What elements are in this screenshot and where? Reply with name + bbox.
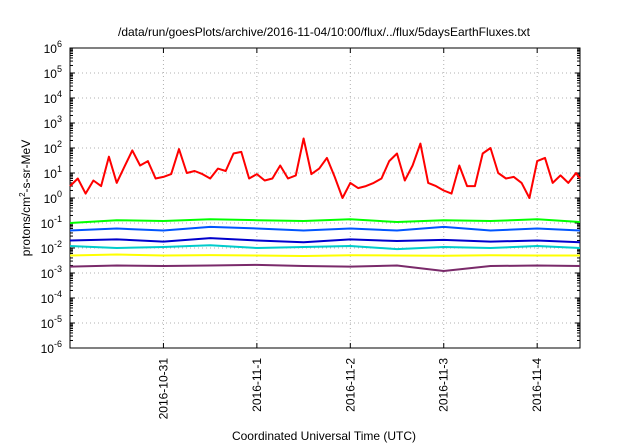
y-axis: 10-610-510-410-310-210-11001011021031041…	[41, 39, 580, 356]
y-tick-label: 10-2	[41, 239, 62, 256]
y-tick-label: 103	[44, 114, 62, 131]
chart-title: /data/run/goesPlots/archive/2016-11-04/1…	[118, 25, 531, 39]
y-tick-label-base: 10	[41, 217, 55, 231]
y-tick-label-base: 10	[44, 92, 58, 106]
y-tick-label-base: 10	[44, 142, 58, 156]
y-tick-label-base: 10	[41, 342, 55, 356]
y-axis-label: protons/cm2-s-sr-MeV	[18, 140, 33, 256]
y-tick-label-base: 10	[44, 167, 58, 181]
y-tick-label: 104	[44, 89, 62, 106]
x-axis-label: Coordinated Universal Time (UTC)	[232, 429, 416, 443]
series-line-0	[69, 137, 581, 199]
y-tick-label-exponent: 2	[57, 139, 62, 149]
y-tick-label: 105	[44, 64, 62, 81]
y-tick-label: 10-3	[41, 264, 62, 281]
y-axis-label-exponent: 2	[18, 192, 27, 197]
x-tick-label: 2016-11-2	[343, 358, 357, 412]
y-tick-label-base: 10	[41, 242, 55, 256]
y-tick-label: 106	[44, 39, 62, 56]
y-tick-label-base: 10	[44, 192, 58, 206]
grid-lines	[70, 48, 580, 348]
y-tick-label-exponent: 1	[57, 164, 62, 174]
y-tick-label-exponent: 5	[57, 64, 62, 74]
series-line-5	[69, 253, 580, 257]
series-line-4	[69, 244, 581, 251]
y-tick-label: 10-4	[41, 289, 62, 306]
y-tick-label-exponent: 3	[57, 114, 62, 124]
y-tick-label: 102	[44, 139, 62, 156]
y-tick-label-exponent: -5	[54, 314, 62, 324]
y-tick-label-base: 10	[44, 42, 58, 56]
y-tick-label: 100	[44, 189, 62, 206]
x-tick-label: 2016-11-3	[437, 358, 451, 412]
y-tick-label-exponent: 0	[57, 189, 62, 199]
y-tick-label-base: 10	[44, 67, 58, 81]
x-tick-label: 2016-10-31	[156, 358, 170, 420]
y-tick-label-exponent: 4	[57, 89, 62, 99]
y-tick-label-exponent: 6	[57, 39, 62, 49]
y-tick-label: 10-5	[41, 314, 62, 331]
y-tick-label: 101	[44, 164, 62, 181]
y-tick-label-exponent: -6	[54, 339, 62, 349]
y-tick-label-base: 10	[44, 117, 58, 131]
x-axis: 2016-10-31 2016-11-1 2016-11-2 2016-11-3 201…	[156, 48, 544, 419]
y-tick-label: 10-6	[41, 339, 62, 356]
y-tick-label-exponent: -2	[54, 239, 62, 249]
series-line-3	[69, 237, 581, 244]
y-axis-label-unit: protons/cm	[19, 197, 33, 256]
y-tick-label-base: 10	[41, 267, 55, 281]
x-tick-label: 2016-11-1	[250, 358, 264, 412]
y-tick-label-base: 10	[41, 317, 55, 331]
y-tick-label-base: 10	[41, 292, 55, 306]
series-line-6	[69, 263, 581, 272]
y-axis-label-rest: -s-sr-MeV	[19, 140, 33, 193]
x-tick-label: 2016-11-4	[530, 358, 544, 412]
y-tick-label-exponent: -3	[54, 264, 62, 274]
y-tick-label: 10-1	[41, 214, 62, 231]
y-tick-label-exponent: -1	[54, 214, 62, 224]
y-tick-label-exponent: -4	[54, 289, 62, 299]
series-line-2	[69, 225, 581, 232]
series-line-1	[69, 218, 581, 224]
series-layer	[69, 137, 581, 272]
